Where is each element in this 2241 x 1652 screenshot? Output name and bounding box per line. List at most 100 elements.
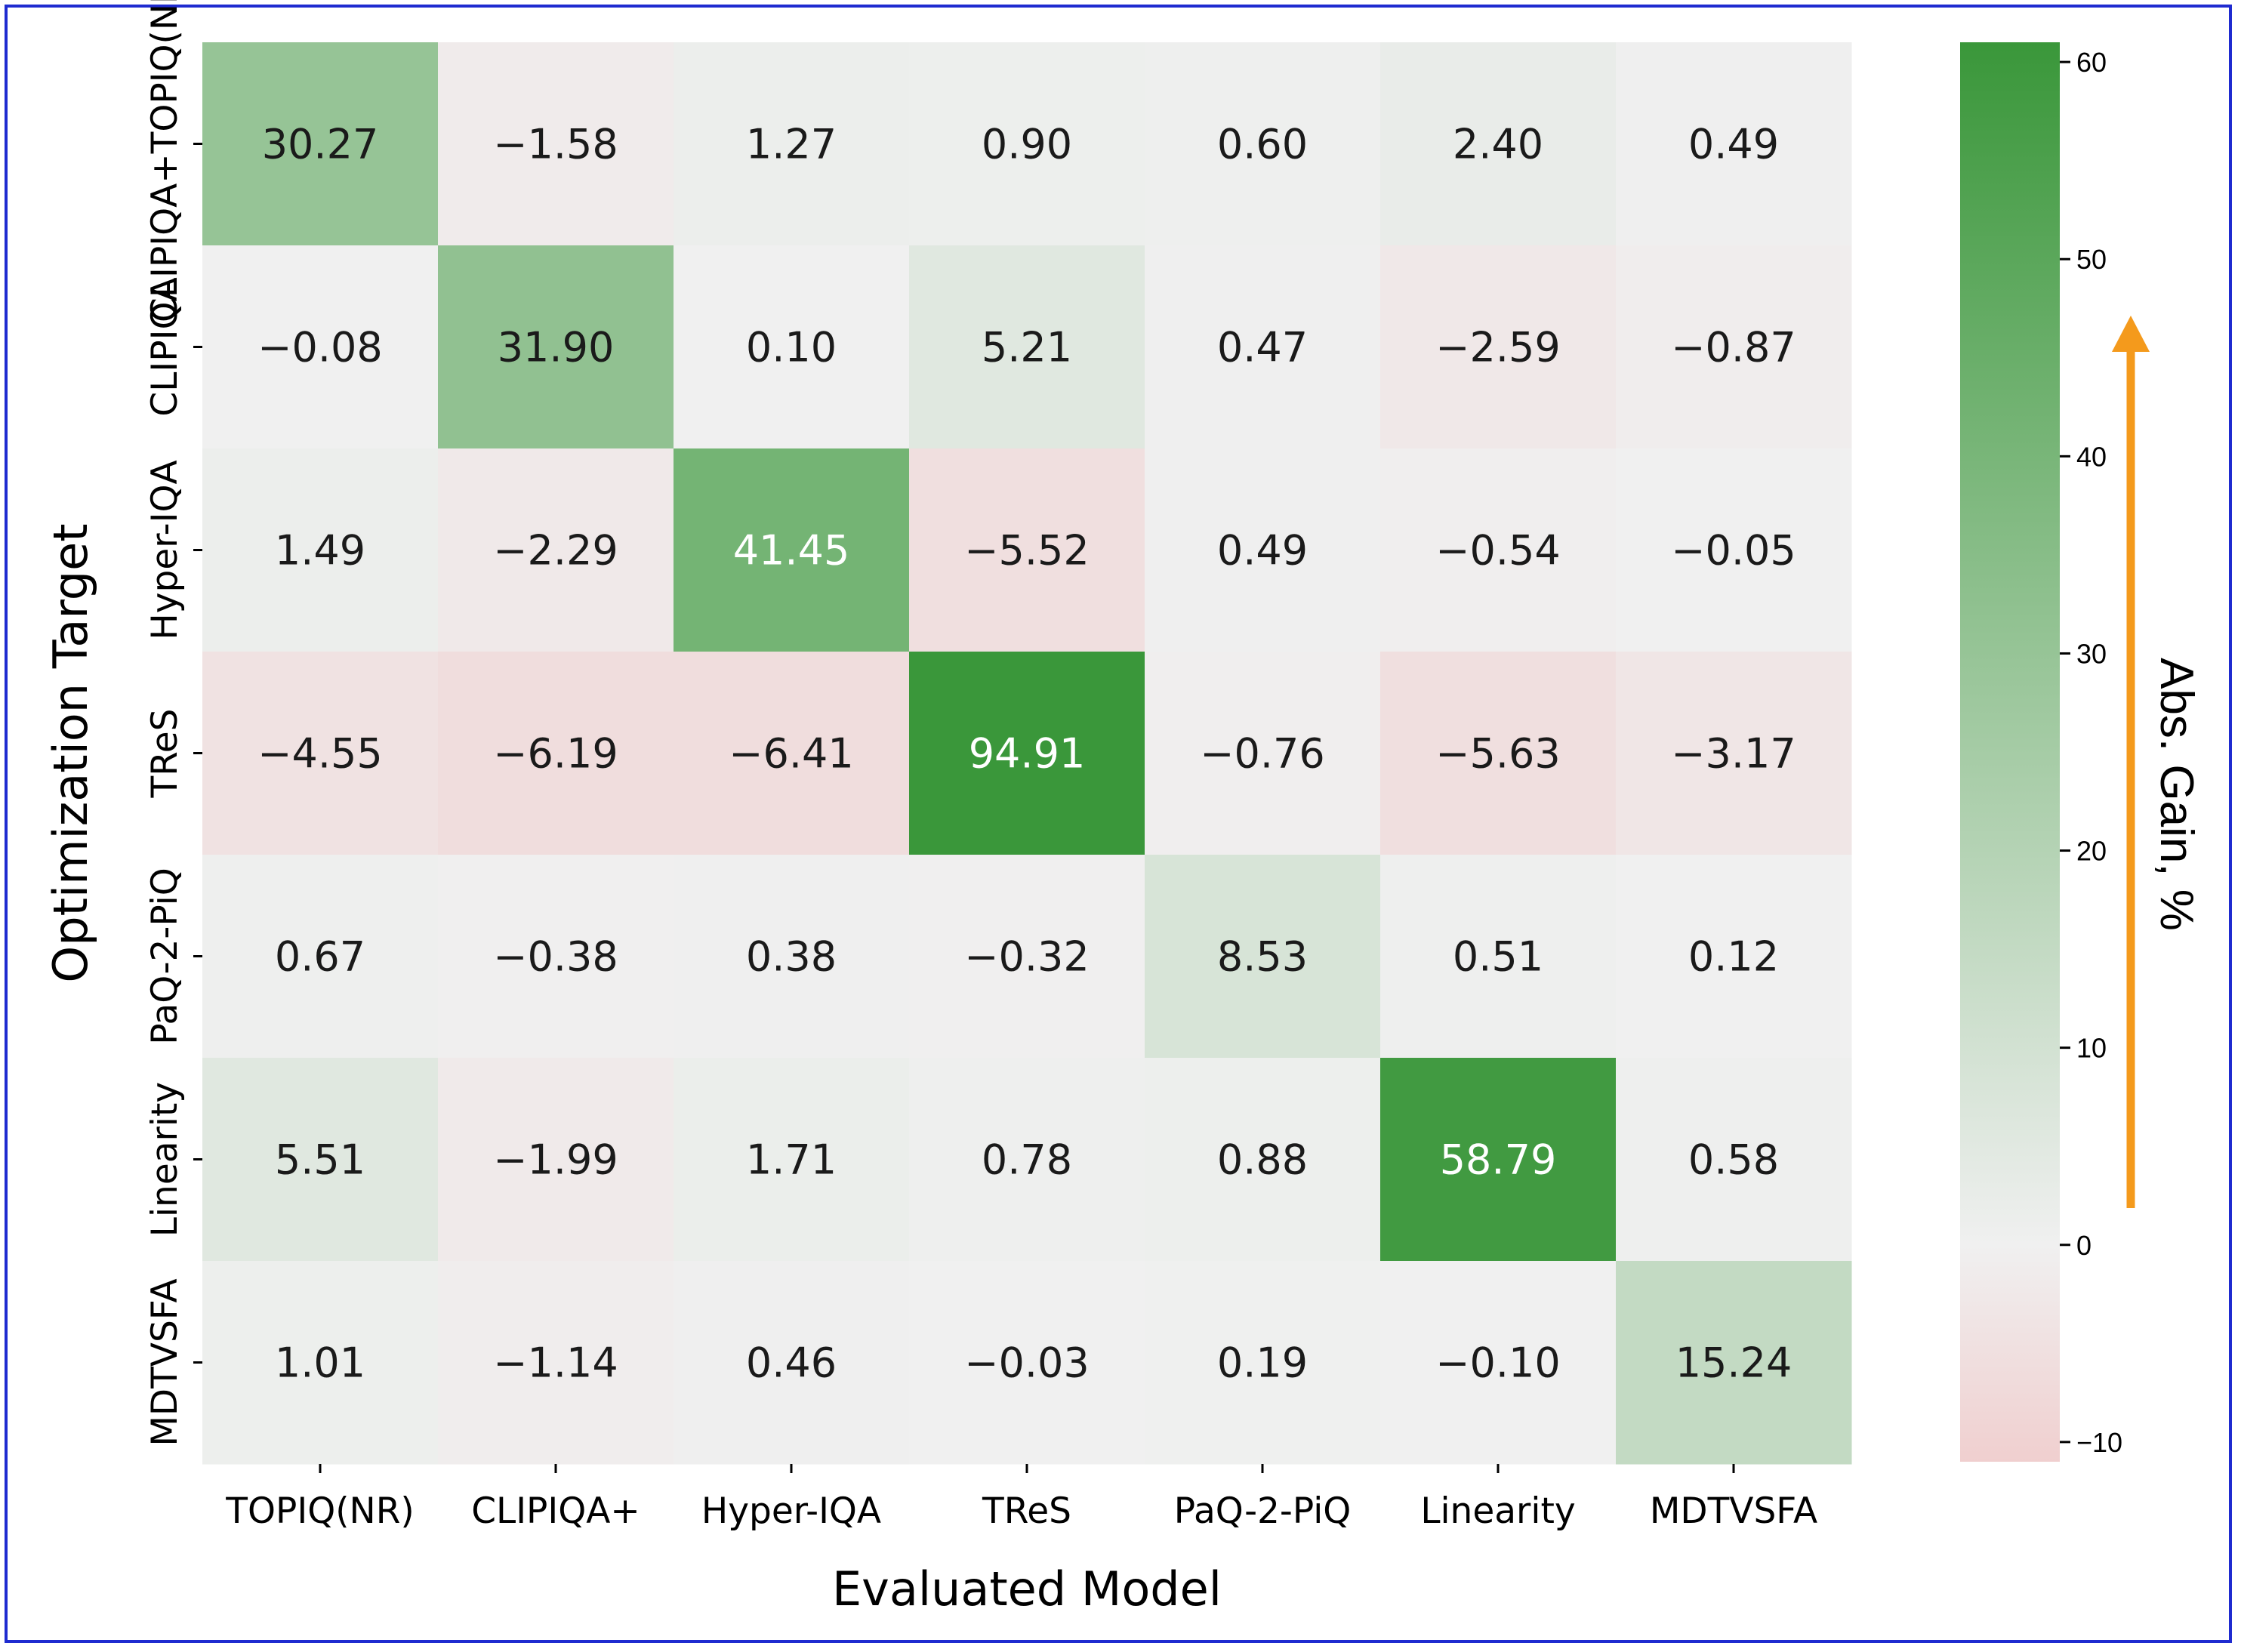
heatmap-cell [1616, 1058, 1852, 1262]
y-tick-label: Hyper-IQA [144, 460, 186, 640]
heatmap-cell [909, 1261, 1145, 1465]
cell-value-label: 5.21 [982, 324, 1072, 371]
heatmap-cell [1145, 855, 1381, 1059]
cell-value-label: 0.78 [982, 1136, 1072, 1184]
colorbar-tick-label: −10 [2076, 1427, 2122, 1458]
colorbar-gradient [1960, 42, 2060, 1462]
heatmap-cell [1145, 1261, 1381, 1465]
cell-value-label: −1.14 [493, 1339, 618, 1387]
heatmap-cell [1380, 245, 1617, 449]
cell-value-label: 0.12 [1688, 933, 1779, 981]
heatmap-cell [1145, 652, 1381, 855]
heatmap-cell [674, 1261, 910, 1465]
heatmap-cell [909, 1058, 1145, 1262]
heatmap-cell [438, 1261, 674, 1465]
colorbar-tick-label: 0 [2076, 1230, 2091, 1261]
cell-value-label: 1.01 [275, 1339, 365, 1387]
heatmap-cell [202, 1058, 439, 1262]
x-tick-label: TOPIQ(NR) [225, 1490, 414, 1532]
cell-value-label: −0.03 [964, 1339, 1089, 1387]
heatmap-cell [1616, 652, 1852, 855]
heatmap-cell [674, 42, 910, 246]
cell-value-label: −0.54 [1435, 527, 1560, 575]
heatmap-cell [909, 245, 1145, 449]
heatmap-cell [1380, 855, 1617, 1059]
heatmap-cell [438, 652, 674, 855]
heatmap-cell [909, 855, 1145, 1059]
colorbar-tick-label: 30 [2076, 638, 2107, 669]
x-tick-label: Hyper-IQA [701, 1490, 881, 1532]
cell-value-label: 15.24 [1675, 1339, 1792, 1387]
cell-value-label: −3.17 [1671, 730, 1796, 778]
cell-value-label: 1.49 [275, 527, 365, 575]
cell-value-label: 30.27 [262, 121, 379, 168]
cell-value-label: 5.51 [275, 1136, 365, 1184]
heatmap-cell [1145, 42, 1381, 246]
heatmap-cell [1380, 1058, 1617, 1262]
cell-value-label: −4.55 [257, 730, 382, 778]
cell-value-label: 0.67 [275, 933, 365, 981]
cell-value-label: 2.40 [1453, 121, 1543, 168]
colorbar-tick-label: 60 [2076, 47, 2107, 78]
figure-frame [5, 5, 2232, 1643]
cell-value-label: −0.08 [257, 324, 382, 371]
heatmap-cell [674, 448, 910, 652]
heatmap-cell [909, 652, 1145, 855]
heatmap-cell [1380, 1261, 1617, 1465]
heatmap-cell [202, 245, 439, 449]
cell-value-label: 1.27 [746, 121, 837, 168]
cell-value-label: −1.58 [493, 121, 618, 168]
cell-value-label: −6.19 [493, 730, 618, 778]
cell-value-label: 0.90 [982, 121, 1072, 168]
heatmap-cell [202, 855, 439, 1059]
colorbar-tick-label: 20 [2076, 836, 2107, 867]
x-tick-label: CLIPIQA+ [471, 1490, 640, 1532]
cell-value-label: 8.53 [1217, 933, 1308, 981]
cell-value-label: −2.59 [1435, 324, 1560, 371]
x-axis-title: Evaluated Model [832, 1561, 1222, 1617]
cell-value-label: −0.76 [1200, 730, 1324, 778]
cell-value-label: 1.71 [746, 1136, 837, 1184]
cell-value-label: −0.10 [1435, 1339, 1560, 1387]
heatmap-cell [674, 1058, 910, 1262]
cell-value-label: 0.47 [1217, 324, 1308, 371]
colorbar-tick-label: 10 [2076, 1033, 2107, 1064]
x-axis-ticks: TOPIQ(NR) CLIPIQA+ Hyper-IQA TReS PaQ-2-PiQ L… [225, 1464, 1817, 1532]
heatmap-cell [438, 245, 674, 449]
x-tick-label: TReS [982, 1490, 1071, 1532]
heatmap-cell [1380, 652, 1617, 855]
y-axis-ticks: CLIPIQA+TOPIQ(NR)CLIPIQA Hyper-IQA TReS PaQ… [144, 0, 202, 1447]
cell-value-label: 58.79 [1440, 1136, 1557, 1184]
heatmap-cell [909, 42, 1145, 246]
heatmap-cell [202, 1261, 439, 1465]
cell-value-label: −0.05 [1671, 527, 1796, 575]
y-tick-label: TReS [144, 708, 186, 798]
cell-value-label: −1.99 [493, 1136, 618, 1184]
cell-value-label: 31.90 [498, 324, 615, 371]
cell-value-label: 0.10 [746, 324, 837, 371]
cell-value-label: −0.87 [1671, 324, 1796, 371]
cell-value-label: 0.49 [1688, 121, 1779, 168]
heatmap-cells [202, 42, 1852, 1465]
gain-arrow-head-icon [2112, 316, 2150, 352]
cell-value-label: 94.91 [969, 730, 1086, 778]
heatmap-cell [1616, 245, 1852, 449]
cell-value-label: −0.32 [964, 933, 1089, 981]
colorbar-title: Abs. Gain, % [2150, 658, 2202, 931]
heatmap-cell [202, 42, 439, 246]
y-tick-label: PaQ-2-PiQ [144, 868, 186, 1045]
y-tick-label: Linearity [144, 1082, 186, 1237]
heatmap-cell [674, 855, 910, 1059]
cell-value-label: 0.60 [1217, 121, 1308, 168]
heatmap-cell [1145, 448, 1381, 652]
y-tick-label: CLIPIQA [144, 277, 186, 416]
heatmap-cell [438, 1058, 674, 1262]
cell-value-label: 41.45 [733, 527, 850, 575]
heatmap-cell [1145, 1058, 1381, 1262]
heatmap-cell [202, 652, 439, 855]
heatmap-cell [438, 448, 674, 652]
heatmap-cell [1616, 855, 1852, 1059]
y-tick-label: MDTVSFA [144, 1278, 186, 1446]
cell-value-label: −2.29 [493, 527, 618, 575]
